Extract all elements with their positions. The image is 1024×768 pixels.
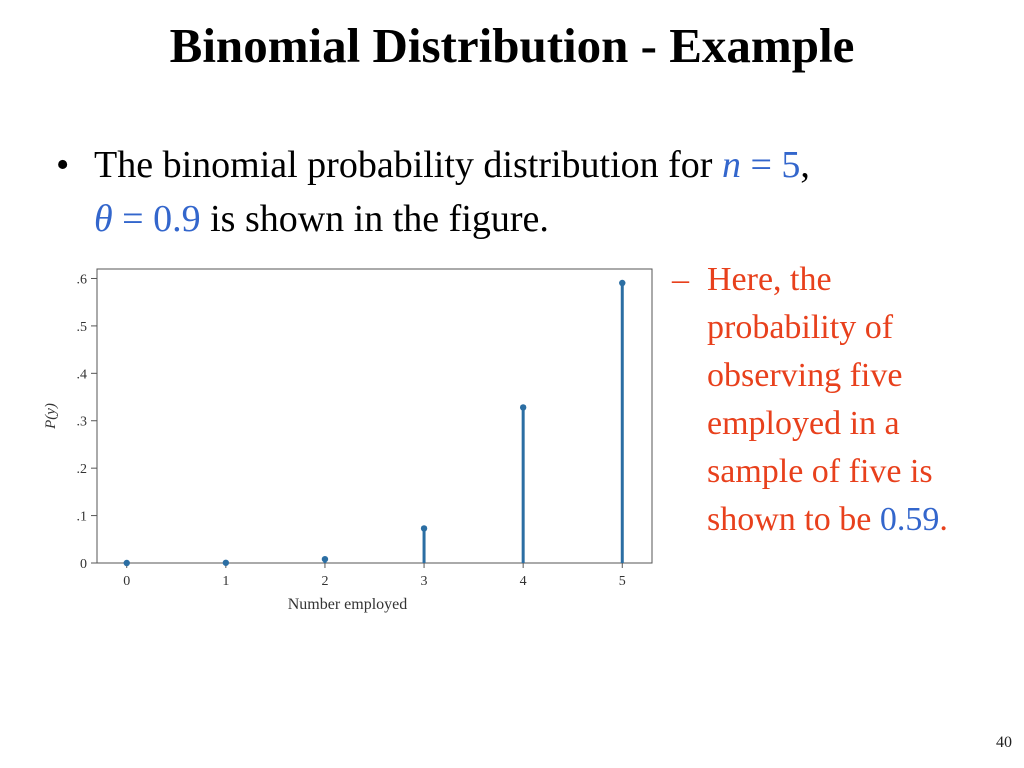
- math-n-variable: n: [721, 144, 741, 186]
- y-tick-label: 0: [80, 557, 87, 572]
- bullet-line-1-text: The binomial probability distribution fo…: [94, 144, 722, 186]
- stem-point: [619, 279, 626, 287]
- y-tick-label: .4: [77, 367, 88, 382]
- page-number: 40: [996, 734, 1012, 751]
- bullet-line-2-text: is shown in the figure.: [200, 198, 549, 240]
- bullet-line-1-end: ,: [800, 144, 810, 186]
- sub-bullet-end: .: [939, 501, 948, 538]
- stem-point: [222, 559, 230, 566]
- y-tick-label: .6: [77, 272, 88, 287]
- slide-title: Binomial Distribution - Example: [169, 18, 855, 73]
- bullet-marker: •: [56, 144, 70, 186]
- math-theta-value: = 0.9: [112, 198, 201, 240]
- x-axis-label: Number employed: [288, 596, 408, 613]
- x-tick-label: 0: [123, 574, 130, 589]
- y-axis-label: P(y): [43, 403, 59, 430]
- x-tick-label: 2: [321, 574, 328, 589]
- math-theta-variable: θ: [94, 198, 113, 240]
- plot-frame: [96, 268, 653, 564]
- x-tick-label: 4: [520, 574, 527, 589]
- bullet-text: The binomial probability distribution fo…: [94, 138, 986, 246]
- math-theta-equation: θ = 0.9: [94, 198, 201, 240]
- math-n-value: = 5: [740, 144, 801, 186]
- y-tick-label: .1: [77, 510, 88, 525]
- y-tick-label: .2: [77, 462, 88, 477]
- x-tick-label: 5: [619, 574, 626, 589]
- stem-point: [519, 404, 527, 411]
- sub-bullet-sentence: Here, the probability of observing five …: [707, 261, 933, 538]
- y-tick-label: .5: [77, 320, 88, 335]
- stem-point: [321, 555, 329, 563]
- x-tick-label: 1: [222, 574, 229, 589]
- main-bullet: • The binomial probability distribution …: [56, 138, 986, 246]
- bullet-line-2: θ = 0.9 is shown in the figure.: [94, 192, 986, 246]
- bullet-line-1: The binomial probability distribution fo…: [94, 138, 986, 192]
- stem-chart: 0 .1 .2 .3 .4 .5 .6 0 1 2 3 4 5 Number employed P(y): [43, 268, 653, 613]
- sub-bullet-text: Here, the probability of observing five …: [707, 256, 972, 544]
- y-tick-label: .3: [77, 415, 88, 430]
- math-n-equation: n = 5: [722, 144, 800, 186]
- stem-point: [420, 525, 428, 532]
- sub-bullet: – Here, the probability of observing fiv…: [672, 256, 972, 544]
- sub-bullet-marker: –: [672, 261, 689, 298]
- sub-bullet-number: 0.59: [879, 501, 940, 538]
- x-tick-label: 3: [421, 574, 428, 589]
- stem-point: [123, 559, 130, 567]
